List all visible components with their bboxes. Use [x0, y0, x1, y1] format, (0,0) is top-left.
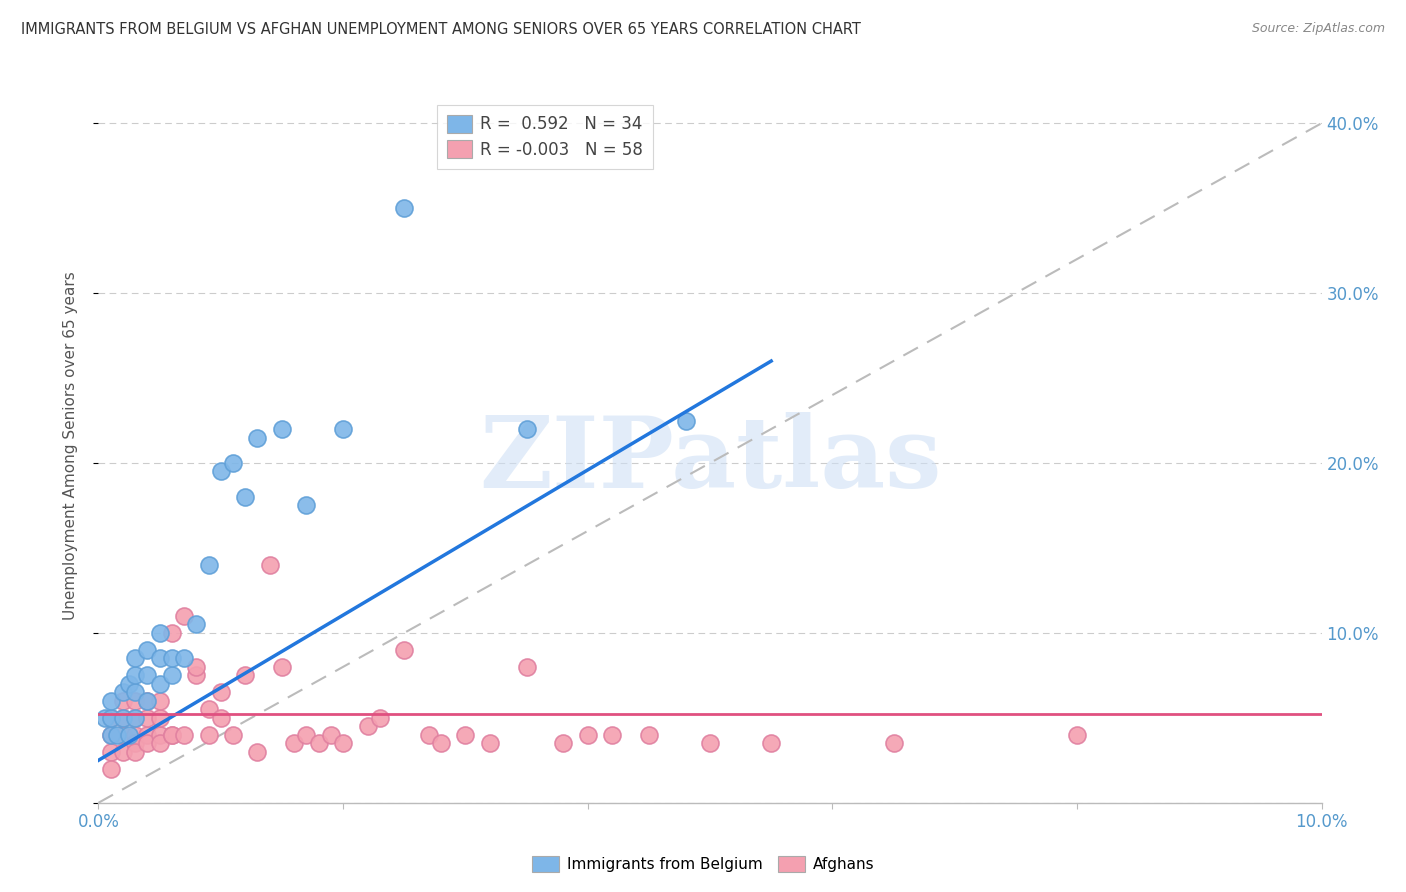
Point [270, 422, 292, 436]
Point [136, 711, 159, 725]
Point [124, 711, 146, 725]
Point [392, 201, 416, 215]
Point [136, 694, 159, 708]
Point [516, 422, 538, 436]
Point [124, 745, 146, 759]
Point [111, 728, 134, 742]
Point [100, 694, 122, 708]
Point [111, 711, 134, 725]
Point [576, 728, 599, 742]
Point [516, 660, 538, 674]
Legend: R =  0.592   N = 34, R = -0.003   N = 58: R = 0.592 N = 34, R = -0.003 N = 58 [437, 104, 654, 169]
Point [100, 728, 122, 742]
Point [136, 694, 159, 708]
Point [283, 736, 305, 750]
Point [111, 694, 134, 708]
Point [124, 694, 146, 708]
Point [124, 685, 146, 699]
Point [136, 736, 159, 750]
Text: ZIPatlas: ZIPatlas [479, 412, 941, 508]
Point [308, 736, 330, 750]
Text: Source: ZipAtlas.com: Source: ZipAtlas.com [1251, 22, 1385, 36]
Point [637, 728, 661, 742]
Point [160, 728, 183, 742]
Point [111, 745, 134, 759]
Point [124, 651, 146, 665]
Point [136, 728, 159, 742]
Point [454, 728, 477, 742]
Point [160, 668, 183, 682]
Point [295, 499, 318, 513]
Point [883, 736, 905, 750]
Point [209, 685, 232, 699]
Point [173, 651, 195, 665]
Point [118, 677, 141, 691]
Point [319, 728, 342, 742]
Point [197, 728, 219, 742]
Point [186, 660, 208, 674]
Point [100, 745, 122, 759]
Point [111, 685, 134, 699]
Point [270, 660, 292, 674]
Point [100, 762, 122, 776]
Point [759, 736, 782, 750]
Point [124, 736, 146, 750]
Point [675, 413, 697, 427]
Point [105, 728, 128, 742]
Point [149, 651, 172, 665]
Point [233, 668, 256, 682]
Point [100, 711, 122, 725]
Point [332, 422, 354, 436]
Y-axis label: Unemployment Among Seniors over 65 years: Unemployment Among Seniors over 65 years [63, 272, 77, 620]
Point [149, 736, 172, 750]
Point [222, 456, 245, 470]
Point [111, 711, 134, 725]
Point [259, 558, 281, 572]
Point [295, 728, 318, 742]
Point [124, 728, 146, 742]
Point [209, 711, 232, 725]
Point [209, 465, 232, 479]
Point [418, 728, 440, 742]
Point [368, 711, 391, 725]
Point [197, 558, 219, 572]
Point [332, 736, 354, 750]
Point [160, 651, 183, 665]
Point [136, 668, 159, 682]
Point [149, 711, 172, 725]
Point [124, 668, 146, 682]
Point [478, 736, 501, 750]
Point [699, 736, 721, 750]
Point [186, 617, 208, 632]
Point [160, 728, 183, 742]
Point [136, 643, 159, 657]
Point [553, 736, 575, 750]
Point [149, 728, 172, 742]
Point [173, 728, 195, 742]
Point [124, 711, 146, 725]
Point [149, 694, 172, 708]
Point [149, 677, 172, 691]
Point [222, 728, 245, 742]
Point [392, 643, 416, 657]
Point [246, 745, 269, 759]
Point [93, 711, 115, 725]
Point [100, 728, 122, 742]
Point [1066, 728, 1088, 742]
Point [197, 702, 219, 716]
Point [149, 626, 172, 640]
Point [233, 490, 256, 504]
Point [430, 736, 453, 750]
Point [600, 728, 623, 742]
Point [100, 711, 122, 725]
Point [246, 430, 269, 444]
Point [186, 668, 208, 682]
Point [160, 626, 183, 640]
Point [173, 608, 195, 623]
Legend: Immigrants from Belgium, Afghans: Immigrants from Belgium, Afghans [524, 848, 882, 880]
Text: IMMIGRANTS FROM BELGIUM VS AFGHAN UNEMPLOYMENT AMONG SENIORS OVER 65 YEARS CORRE: IMMIGRANTS FROM BELGIUM VS AFGHAN UNEMPL… [21, 22, 860, 37]
Point [118, 728, 141, 742]
Point [356, 719, 378, 733]
